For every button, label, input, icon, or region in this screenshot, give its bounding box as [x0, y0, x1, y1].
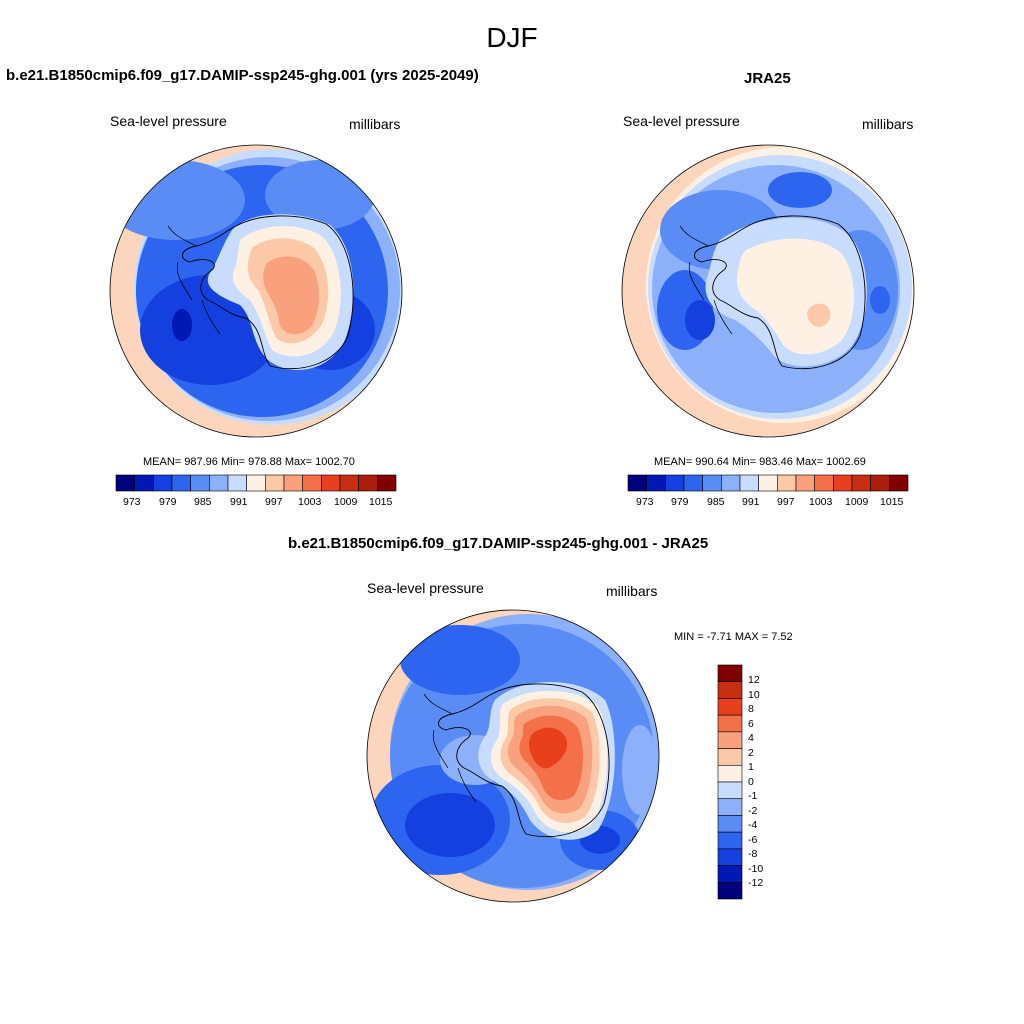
panel-2-stats: MEAN= 990.64 Min= 983.46 Max= 1002.69 [654, 456, 866, 468]
panel-2-colorbar-tick: 979 [671, 496, 689, 508]
colorbar-box [717, 881, 743, 900]
panel-2-units-label: millibars [862, 116, 914, 132]
panel-1-colorbar-tick: 979 [159, 496, 177, 508]
panel-2-title: JRA25 [744, 70, 791, 87]
figure-title: DJF [486, 22, 538, 53]
colorbar-box [717, 664, 743, 683]
panel-1-colorbar-tick: 1003 [298, 496, 322, 508]
panel-3-colorbar-tick: 0 [748, 776, 754, 788]
colorbar-box [717, 764, 743, 783]
panel-3-colorbar-tick: -1 [748, 790, 758, 802]
panel-3-colorbar-tick: 10 [748, 689, 760, 701]
panel-3-title: b.e21.B1850cmip6.f09_g17.DAMIP-ssp245-gh… [288, 535, 709, 552]
panel-3-variable-label: Sea-level pressure [367, 580, 484, 596]
panel-1-colorbar-tick: 1009 [334, 496, 358, 508]
colorbar-box [717, 865, 743, 883]
panel-1-colorbar-tick: 997 [265, 496, 283, 508]
colorbar-box [717, 831, 743, 850]
panel-3-colorbar-tick: 12 [748, 674, 760, 686]
colorbar-box [717, 848, 743, 866]
panel-2-colorbar-tick: 973 [636, 496, 654, 508]
panel-3-units-label: millibars [606, 583, 658, 599]
colorbar-box [717, 781, 743, 800]
colorbar-box [717, 731, 743, 749]
colorbar-box [717, 798, 743, 816]
panel-3-colorbar-tick: 1 [748, 761, 754, 773]
colorbar-box [717, 714, 743, 733]
panel-3-colorbar-tick: 2 [748, 747, 754, 759]
colorbar-box [377, 474, 397, 492]
panel-2-colorbar-tick: 1009 [845, 496, 869, 508]
panel-3-colorbar-tick: 4 [748, 732, 754, 744]
colorbar-box [717, 681, 743, 699]
colorbar-box [717, 698, 743, 716]
panel-1-units-label: millibars [349, 116, 401, 132]
colorbar-box [717, 748, 743, 766]
panel-1-colorbar-tick: 985 [194, 496, 212, 508]
panel-3-colorbar-tick: -8 [748, 848, 758, 860]
colorbar-box [889, 474, 909, 492]
panel-1-stats: MEAN= 987.96 Min= 978.88 Max= 1002.70 [143, 456, 355, 468]
panel-3-colorbar-tick: 6 [748, 718, 754, 730]
panel-3-colorbar-tick: -10 [748, 863, 764, 875]
panel-2-colorbar-tick: 1015 [880, 496, 904, 508]
panel-3-colorbar-tick: 8 [748, 703, 754, 715]
panel-2-colorbar-tick: 991 [742, 496, 760, 508]
panel-2-colorbar-tick: 985 [707, 496, 725, 508]
panel-2-colorbar-tick: 1003 [809, 496, 833, 508]
panel-1-colorbar-tick: 973 [123, 496, 141, 508]
colorbar-box [717, 815, 743, 833]
panel-3-colorbar-tick: -12 [748, 877, 764, 889]
panel-2-colorbar-tick: 997 [777, 496, 795, 508]
panel-3-colorbar-tick: -6 [748, 834, 758, 846]
panel-1-colorbar-tick: 1015 [369, 496, 393, 508]
panel-3-colorbar-tick: -2 [748, 805, 758, 817]
panel-1-variable-label: Sea-level pressure [110, 113, 227, 129]
panel-1-colorbar-tick: 991 [230, 496, 248, 508]
panel-2-variable-label: Sea-level pressure [623, 113, 740, 129]
panel-3-colorbar-tick: -4 [748, 819, 758, 831]
panel-1-title: b.e21.B1850cmip6.f09_g17.DAMIP-ssp245-gh… [6, 67, 479, 84]
panel-3-stats: MIN = -7.71 MAX = 7.52 [674, 631, 793, 643]
